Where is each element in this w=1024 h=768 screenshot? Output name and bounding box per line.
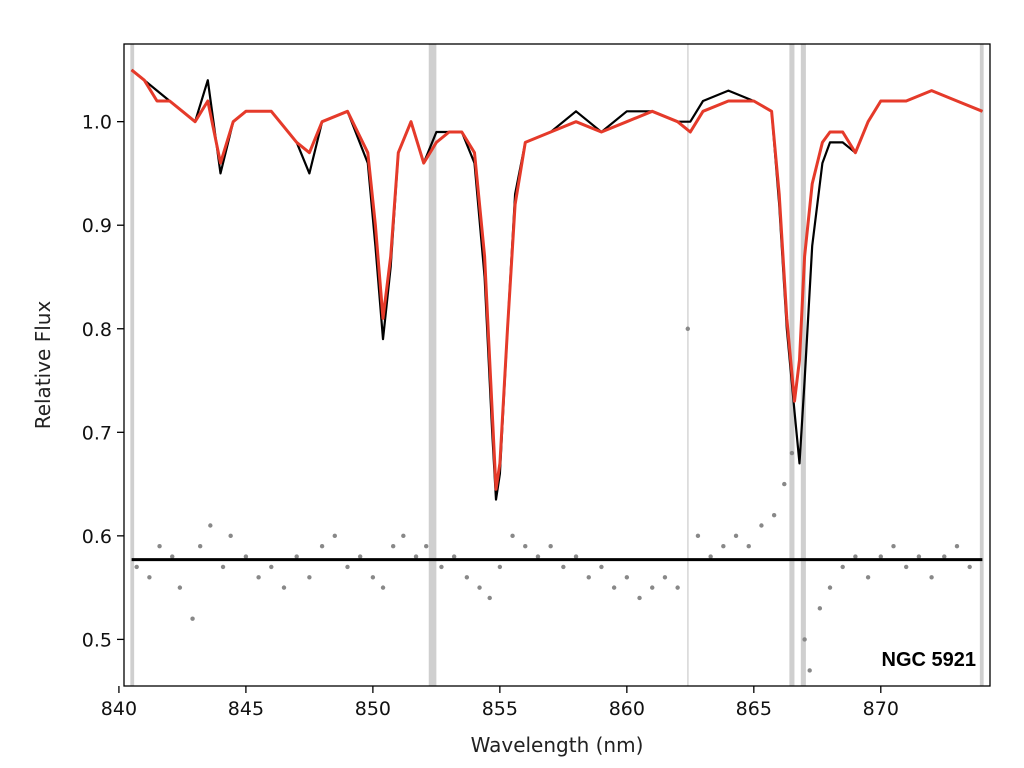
residual-point bbox=[269, 564, 274, 570]
residual-point bbox=[586, 575, 591, 580]
model-spectrum-line bbox=[130, 68, 983, 491]
y-axis-ticks: 0.5 0.6 0.7 0.8 0.9 1.0 bbox=[82, 112, 124, 651]
residual-point bbox=[413, 554, 419, 559]
x-axis-ticks: 840 845 850 855 860 865 870 bbox=[101, 686, 899, 720]
residual-point bbox=[662, 575, 668, 580]
residual-point bbox=[170, 554, 175, 559]
residual-point bbox=[294, 554, 299, 559]
residual-point bbox=[802, 637, 807, 642]
y-tick-label: 0.7 bbox=[82, 422, 112, 444]
residual-point bbox=[319, 544, 325, 549]
residual-point bbox=[967, 564, 972, 570]
plot-frame bbox=[123, 43, 991, 687]
residual-point bbox=[134, 564, 139, 570]
y-tick-label: 0.5 bbox=[82, 629, 112, 651]
residual-point bbox=[721, 544, 726, 549]
residual-point bbox=[650, 585, 655, 590]
residual-point bbox=[903, 564, 909, 570]
residual-point bbox=[675, 585, 680, 590]
residual-point bbox=[401, 533, 406, 539]
x-tick-label: 860 bbox=[609, 698, 645, 720]
residual-point bbox=[865, 575, 871, 580]
residual-point bbox=[390, 544, 396, 549]
residual-point bbox=[197, 544, 203, 549]
residual-point bbox=[256, 575, 261, 580]
residual-point bbox=[464, 575, 470, 580]
residual-point bbox=[345, 564, 350, 570]
residual-point bbox=[370, 575, 376, 580]
residual-point bbox=[827, 585, 833, 590]
residual-point bbox=[497, 564, 503, 570]
residual-point bbox=[611, 585, 617, 590]
y-axis-title: Relative Flux bbox=[31, 301, 55, 430]
residual-point bbox=[190, 616, 195, 621]
residual-point bbox=[332, 533, 337, 539]
residual-point bbox=[523, 544, 528, 549]
residual-point bbox=[817, 606, 823, 611]
residual-point bbox=[759, 523, 764, 528]
residual-point bbox=[357, 554, 363, 559]
residual-point bbox=[733, 533, 739, 539]
x-tick-label: 850 bbox=[355, 698, 391, 720]
residual-point bbox=[685, 326, 690, 331]
residual-point bbox=[708, 554, 713, 559]
residual-point bbox=[477, 585, 482, 590]
residual-point bbox=[487, 595, 492, 601]
residual-point bbox=[177, 585, 183, 590]
residual-point bbox=[307, 575, 312, 580]
residual-point bbox=[573, 554, 579, 559]
residual-point bbox=[624, 575, 630, 580]
x-tick-label: 865 bbox=[736, 698, 772, 720]
masked-region-0 bbox=[130, 44, 135, 686]
x-tick-label: 855 bbox=[482, 698, 518, 720]
residual-point bbox=[853, 554, 858, 559]
residual-point bbox=[929, 575, 934, 580]
residual-point bbox=[157, 544, 162, 549]
residual-point bbox=[695, 533, 701, 539]
x-tick-label: 870 bbox=[863, 698, 899, 720]
residual-point bbox=[451, 554, 457, 559]
residual-point bbox=[878, 554, 883, 559]
residual-point bbox=[954, 544, 960, 549]
residual-point bbox=[599, 564, 604, 570]
x-axis-title: Wavelength (nm) bbox=[471, 733, 644, 757]
residual-point bbox=[807, 668, 812, 673]
masked-region-1 bbox=[428, 44, 437, 686]
residual-point bbox=[281, 585, 287, 590]
y-tick-label: 1.0 bbox=[82, 112, 112, 134]
residual-point bbox=[380, 585, 386, 590]
masked-region-4 bbox=[800, 44, 806, 686]
residual-point bbox=[439, 564, 444, 570]
residual-point bbox=[942, 554, 947, 559]
residual-points bbox=[134, 326, 972, 673]
masked-region-5 bbox=[979, 44, 984, 686]
x-tick-label: 840 bbox=[101, 698, 137, 720]
residual-point bbox=[147, 575, 152, 580]
residual-point bbox=[561, 564, 566, 570]
residual-point bbox=[840, 564, 845, 570]
residual-point bbox=[771, 512, 777, 518]
residual-point bbox=[220, 564, 226, 570]
residual-point bbox=[208, 523, 213, 528]
residual-point bbox=[424, 544, 429, 549]
residual-point bbox=[789, 450, 795, 456]
residual-point bbox=[782, 481, 787, 487]
residual-point bbox=[746, 544, 751, 549]
residual-point bbox=[637, 595, 642, 601]
y-tick-label: 0.6 bbox=[82, 526, 112, 548]
residual-point bbox=[535, 554, 541, 559]
y-tick-label: 0.9 bbox=[82, 215, 112, 237]
residual-point bbox=[243, 554, 249, 559]
residual-point bbox=[891, 544, 896, 549]
object-annotation: NGC 5921 bbox=[882, 649, 977, 671]
residual-point bbox=[510, 533, 515, 539]
masked-region-2 bbox=[687, 44, 689, 686]
residual-point bbox=[228, 533, 233, 539]
x-tick-label: 845 bbox=[228, 698, 264, 720]
residual-point bbox=[916, 554, 922, 559]
y-tick-label: 0.8 bbox=[82, 319, 112, 341]
residual-point bbox=[548, 544, 553, 549]
